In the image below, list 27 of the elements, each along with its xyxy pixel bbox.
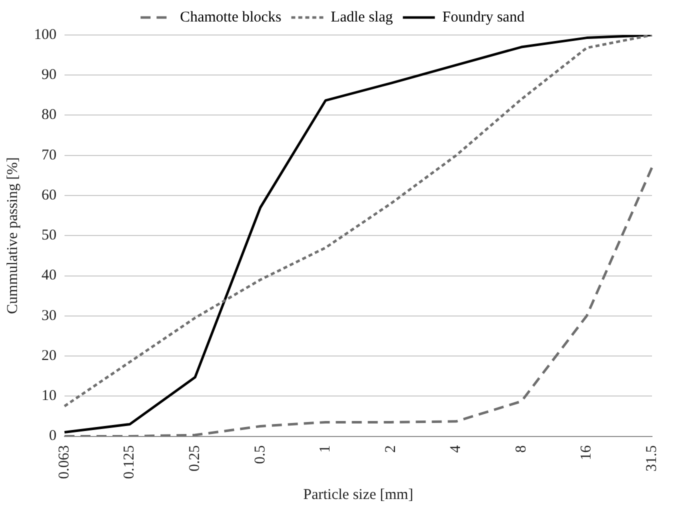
x-tick-label: 4 (448, 444, 464, 453)
x-axis-title: Particle size [mm] (303, 486, 414, 503)
y-tick-label: 10 (42, 388, 56, 404)
x-tick-label: 0.5 (252, 445, 268, 464)
y-tick-label: 30 (42, 308, 56, 324)
x-tick-label: 31.5 (644, 445, 660, 472)
x-tick-label: 0.063 (56, 445, 72, 479)
y-tick-label: 60 (42, 187, 56, 204)
x-tick-label: 1 (318, 445, 334, 453)
y-tick-label: 0 (49, 428, 56, 444)
x-tick-label: 8 (513, 445, 530, 453)
y-tick-label: 20 (42, 348, 56, 364)
legend-label: Chamotte blocks (180, 9, 282, 26)
y-axis-title: Cummulative passing [%] (4, 157, 21, 314)
y-tick-label: 70 (42, 147, 56, 164)
y-tick-label: 90 (42, 67, 56, 84)
x-tick-label: 0.25 (186, 445, 203, 472)
y-tick-label: 80 (42, 107, 56, 124)
legend-label: Ladle slag (330, 9, 394, 26)
line-series (63, 166, 654, 436)
y-tick-label: 40 (42, 268, 56, 284)
y-tick-label: 50 (42, 228, 56, 244)
x-tick-label: 0.125 (122, 445, 138, 479)
x-tick-label: 16 (578, 444, 595, 460)
y-tick-label: 100 (34, 26, 56, 43)
legend-label: Foundry sand (442, 9, 525, 26)
x-tick-label: 2 (382, 445, 399, 453)
